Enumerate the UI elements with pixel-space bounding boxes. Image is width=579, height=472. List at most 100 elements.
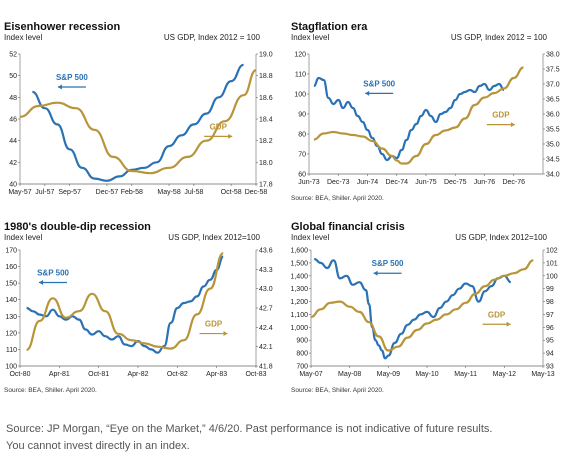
chart-stagflation-era: Stagflation era Index level US GDP, Index …	[287, 18, 579, 218]
chart-source: Source: BEA, Shiller. April 2020.	[291, 195, 384, 202]
x-tick-label: Dec-76	[502, 179, 525, 186]
x-tick-label: Jun-74	[357, 179, 379, 186]
gdp-series-line	[310, 259, 534, 352]
x-tick-label: Apr-82	[127, 371, 148, 378]
right-tick-label: 42.1	[259, 344, 273, 351]
left-tick-label: 40	[9, 182, 17, 189]
x-tick-label: May-11	[454, 371, 477, 378]
left-tick-label: 1,100	[290, 312, 308, 319]
x-tick-label: May-57	[8, 189, 31, 196]
x-tick-label: Oct-58	[221, 189, 242, 196]
x-tick-label: Oct-80	[9, 371, 30, 378]
right-tick-label: 18.0	[259, 160, 273, 167]
right-tick-label: 18.8	[259, 73, 273, 80]
x-tick-label: Dec-57	[96, 189, 119, 196]
right-axis-label: US GDP, Index 2012 = 100	[451, 33, 548, 42]
x-tick-label: Dec-73	[327, 179, 350, 186]
left-tick-label: 42	[9, 160, 17, 167]
right-tick-label: 94	[546, 351, 554, 358]
x-tick-label: Dec-74	[385, 179, 408, 186]
x-tick-label: Jun-75	[415, 179, 437, 186]
right-tick-label: 35.0	[546, 142, 560, 149]
left-axis-label: Index level	[4, 33, 42, 42]
right-tick-label: 43.6	[259, 248, 273, 255]
footnote-line-1: Source: JP Morgan, “Eye on the Market,” …	[6, 423, 493, 435]
sp500-label: S&P 500	[372, 259, 404, 268]
chart-title: Global financial crisis	[291, 221, 405, 233]
x-tick-label: Dec-75	[444, 179, 467, 186]
x-tick-label: May-08	[338, 371, 361, 378]
left-axis-label: Index level	[291, 33, 329, 42]
x-tick-label: Dec-58	[245, 189, 268, 196]
arrow-left-icon	[365, 90, 370, 96]
right-tick-label: 101	[546, 260, 558, 267]
right-tick-label: 42.7	[259, 306, 273, 313]
left-tick-label: 48	[9, 95, 17, 102]
x-tick-label: Oct-81	[88, 371, 109, 378]
arrow-right-icon	[228, 133, 233, 139]
left-tick-label: 800	[296, 351, 308, 358]
sp500-label: S&P 500	[37, 269, 69, 278]
right-tick-label: 19.0	[259, 52, 273, 59]
arrow-left-icon	[57, 84, 62, 90]
right-tick-label: 18.4	[259, 117, 273, 124]
left-tick-label: 70	[298, 152, 306, 159]
x-tick-label: Jul-58	[184, 189, 203, 196]
right-tick-label: 37.0	[546, 82, 560, 89]
right-tick-label: 95	[546, 338, 554, 345]
left-tick-label: 160	[5, 264, 17, 271]
x-tick-label: May-13	[531, 371, 554, 378]
x-tick-label: May-09	[377, 371, 400, 378]
left-tick-label: 100	[294, 92, 306, 99]
left-tick-label: 120	[294, 52, 306, 59]
right-tick-label: 43.0	[259, 286, 273, 293]
gdp-series-line	[19, 69, 257, 175]
x-tick-label: Jun-76	[474, 179, 496, 186]
gdp-label: GDP	[205, 320, 223, 329]
arrow-right-icon	[223, 331, 228, 337]
x-tick-label: Jul-57	[35, 189, 54, 196]
right-tick-label: 35.5	[546, 127, 560, 134]
right-tick-label: 96	[546, 325, 554, 332]
left-tick-label: 1,500	[290, 260, 308, 267]
left-tick-label: 130	[5, 314, 17, 321]
left-tick-label: 110	[295, 72, 306, 79]
left-tick-label: 46	[9, 117, 17, 124]
chart-global-financial-crisis: Global financial crisis Index level US GDP…	[287, 218, 579, 418]
sp500-series-line	[314, 257, 512, 360]
left-tick-label: 80	[298, 132, 306, 139]
sp500-label: S&P 500	[56, 73, 88, 82]
x-tick-label: Sep-57	[58, 189, 81, 196]
right-tick-label: 36.5	[546, 97, 560, 104]
gdp-series-line	[26, 252, 224, 351]
left-tick-label: 1,600	[290, 248, 308, 255]
right-tick-label: 43.3	[259, 267, 273, 274]
right-tick-label: 34.5	[546, 157, 560, 164]
chart-source: Source: BEA, Shiller. April 2020.	[4, 387, 97, 394]
gdp-series-line	[313, 66, 524, 165]
left-tick-label: 1,400	[290, 273, 308, 280]
left-tick-label: 1,300	[290, 286, 308, 293]
right-tick-label: 97	[546, 312, 554, 319]
right-tick-label: 42.4	[259, 325, 273, 332]
right-tick-label: 100	[546, 273, 558, 280]
right-tick-label: 93	[546, 364, 554, 371]
left-tick-label: 700	[296, 364, 308, 371]
sp500-series-line	[32, 63, 244, 182]
chart-title: Stagflation era	[291, 21, 368, 33]
right-tick-label: 102	[546, 248, 558, 255]
gdp-label: GDP	[210, 122, 228, 131]
right-axis-label: US GDP, Index 2012=100	[168, 233, 260, 242]
left-tick-label: 140	[5, 297, 17, 304]
chart-eisenhower-recession: Eisenhower recession Index level US GDP, I…	[0, 18, 287, 218]
sp500-series-line	[313, 76, 505, 162]
x-tick-label: May-07	[299, 371, 322, 378]
right-tick-label: 18.6	[259, 95, 273, 102]
left-tick-label: 60	[298, 172, 306, 179]
left-tick-label: 1,000	[290, 325, 308, 332]
right-tick-label: 17.8	[259, 182, 273, 189]
